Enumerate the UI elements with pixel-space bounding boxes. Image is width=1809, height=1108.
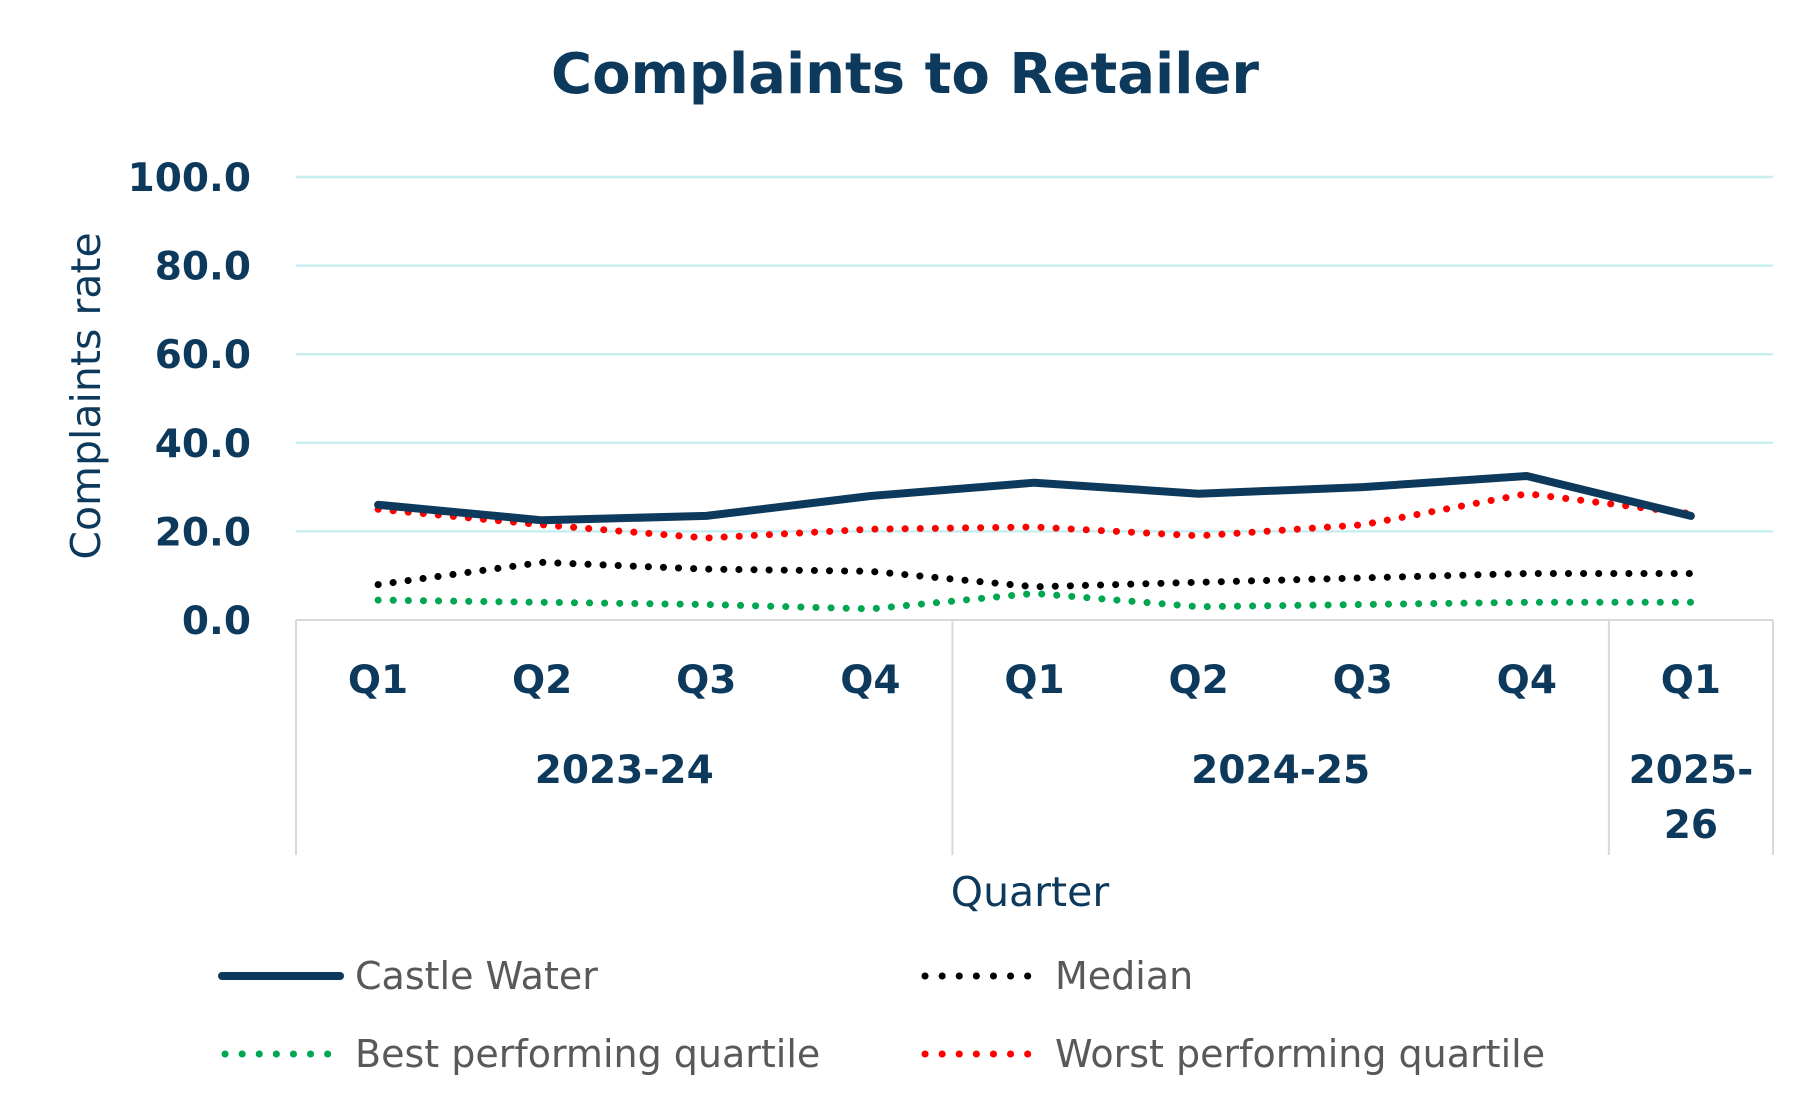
x-tick-label: Q2: [1168, 658, 1228, 703]
x-tick-label: Q1: [1004, 658, 1064, 703]
y-tick-label: 0.0: [182, 599, 251, 644]
x-tick-label: Q4: [1497, 658, 1557, 703]
x-tick-label: Q1: [348, 658, 408, 703]
x-tick-label: Q3: [1333, 658, 1393, 703]
y-tick-label: 80.0: [155, 245, 251, 290]
series-line-best-performing-quartile: [374, 589, 1695, 613]
y-axis-ticks: 0.0 20.0 40.0 60.0 80.0 100.0: [128, 156, 251, 644]
y-tick-label: 20.0: [155, 510, 251, 555]
legend-label: Worst performing quartile: [1055, 1032, 1545, 1076]
x-axis: Q1 Q2 Q3 Q4 Q1 Q2 Q3 Q4 Q1 2023-24 2024-25 2025- 26: [295, 619, 1774, 855]
chart-title: Complaints to Retailer: [551, 42, 1259, 107]
legend-label: Best performing quartile: [355, 1032, 820, 1076]
series-lines: [374, 472, 1695, 613]
x-tick-label: Q3: [676, 658, 736, 703]
x-group-label: 26: [1664, 803, 1718, 848]
x-tick-label: Q1: [1661, 658, 1721, 703]
legend: Castle Water Median Best performing quarti…: [218, 954, 1545, 1076]
series-line-castle-water: [374, 472, 1695, 525]
y-axis-title: Complaints rate: [62, 232, 110, 559]
x-group-label: 2025-: [1629, 748, 1754, 793]
legend-label: Castle Water: [355, 954, 598, 998]
x-group-label: 2024-25: [1191, 748, 1370, 793]
x-group-label: 2023-24: [535, 748, 714, 793]
series-line-median: [374, 558, 1695, 591]
x-tick-label: Q2: [512, 658, 572, 703]
y-tick-label: 40.0: [155, 422, 251, 467]
x-axis-title: Quarter: [951, 868, 1110, 916]
y-tick-label: 60.0: [155, 333, 251, 378]
x-tick-label: Q4: [840, 658, 900, 703]
y-tick-label: 100.0: [128, 156, 251, 201]
gridlines: [296, 175, 1773, 533]
legend-label: Median: [1055, 954, 1193, 998]
